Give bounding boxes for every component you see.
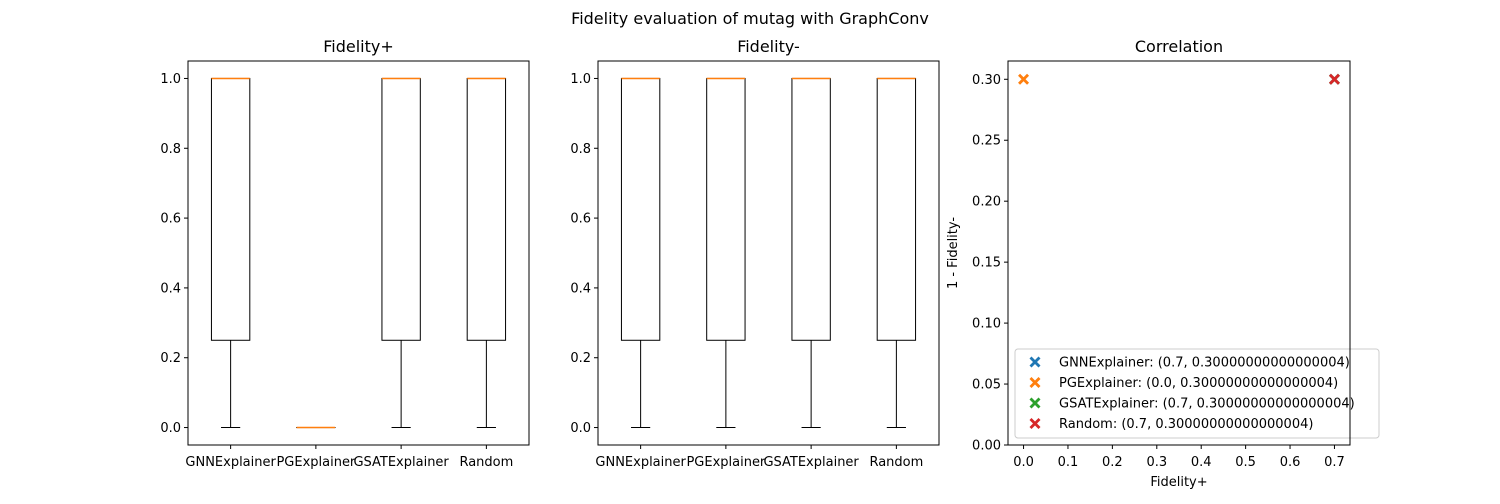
figure-title: Fidelity evaluation of mutag with GraphC… xyxy=(571,9,929,28)
y-tick-label: 0.2 xyxy=(570,351,591,366)
axes-frame xyxy=(598,61,939,445)
y-tick-label: 0.8 xyxy=(570,142,591,157)
x-tick-label: 0.1 xyxy=(1058,455,1079,470)
y-tick-label: 0.15 xyxy=(972,256,1001,271)
x-tick-label: PGExplainer xyxy=(276,455,355,470)
panel-title: Correlation xyxy=(1135,37,1223,56)
box-body xyxy=(211,78,249,340)
x-tick-label: 0.5 xyxy=(1235,455,1256,470)
y-tick-label: 0.05 xyxy=(972,378,1001,393)
y-tick-label: 0.0 xyxy=(160,421,181,436)
x-tick-label: 0.2 xyxy=(1102,455,1123,470)
box-body xyxy=(877,78,915,340)
y-tick-label: 0.4 xyxy=(570,281,591,296)
y-tick-label: 0.6 xyxy=(160,212,181,227)
y-tick-label: 0.00 xyxy=(972,439,1001,454)
scatter-point-2 xyxy=(1018,74,1029,85)
x-tick-label: Random xyxy=(869,455,923,470)
y-tick-label: 0.25 xyxy=(972,134,1001,149)
box-3 xyxy=(382,78,420,427)
box-body xyxy=(792,78,830,340)
y-tick-label: 0.2 xyxy=(160,351,181,366)
y-tick-label: 0.20 xyxy=(972,195,1001,210)
scatter-point-4 xyxy=(1329,74,1340,85)
legend-entry-2: PGExplainer: (0.0, 0.30000000000000004) xyxy=(1059,376,1338,391)
y-tick-label: 0.30 xyxy=(972,73,1001,88)
legend-entry-3: GSATExplainer: (0.7, 0.30000000000000004… xyxy=(1059,397,1355,412)
legend-entry-1: GNNExplainer: (0.7, 0.30000000000000004) xyxy=(1059,356,1350,371)
legend-entry-4: Random: (0.7, 0.30000000000000004) xyxy=(1059,417,1313,432)
y-tick-label: 1.0 xyxy=(570,72,591,87)
x-tick-label: 0.0 xyxy=(1013,455,1034,470)
x-tick-label: GSATExplainer xyxy=(763,455,859,470)
box-body xyxy=(467,78,505,340)
box-body xyxy=(382,78,420,340)
box-4 xyxy=(467,78,505,427)
legend: GNNExplainer: (0.7, 0.30000000000000004)… xyxy=(1015,349,1379,438)
y-tick-label: 0.8 xyxy=(160,142,181,157)
panel-3: Correlation 0.00 0.05 0.10 0.15 0.20 0.25 0.30 0… xyxy=(946,37,1379,490)
y-axis-label: 1 - Fidelity- xyxy=(946,217,961,289)
y-tick-label: 0.4 xyxy=(160,281,181,296)
box-body xyxy=(621,78,659,340)
box-2 xyxy=(707,78,745,427)
axes-frame xyxy=(188,61,529,445)
box-1 xyxy=(621,78,659,427)
y-tick-label: 0.0 xyxy=(570,421,591,436)
y-tick-label: 0.10 xyxy=(972,317,1001,332)
x-tick-label: GSATExplainer xyxy=(353,455,449,470)
panel-title: Fidelity- xyxy=(737,37,800,56)
box-body xyxy=(707,78,745,340)
x-tick-label: PGExplainer xyxy=(686,455,765,470)
x-tick-label: GNNExplainer xyxy=(185,455,276,470)
box-3 xyxy=(792,78,830,427)
y-tick-label: 0.6 xyxy=(570,212,591,227)
box-4 xyxy=(877,78,915,427)
x-tick-label: 0.7 xyxy=(1324,455,1345,470)
box-1 xyxy=(211,78,249,427)
x-axis-label: Fidelity+ xyxy=(1150,475,1207,490)
x-tick-label: 0.3 xyxy=(1146,455,1167,470)
panel-title: Fidelity+ xyxy=(323,37,394,56)
x-tick-label: 0.6 xyxy=(1280,455,1301,470)
x-tick-label: GNNExplainer xyxy=(595,455,686,470)
y-tick-label: 1.0 xyxy=(160,72,181,87)
x-tick-label: Random xyxy=(459,455,513,470)
x-tick-label: 0.4 xyxy=(1191,455,1212,470)
